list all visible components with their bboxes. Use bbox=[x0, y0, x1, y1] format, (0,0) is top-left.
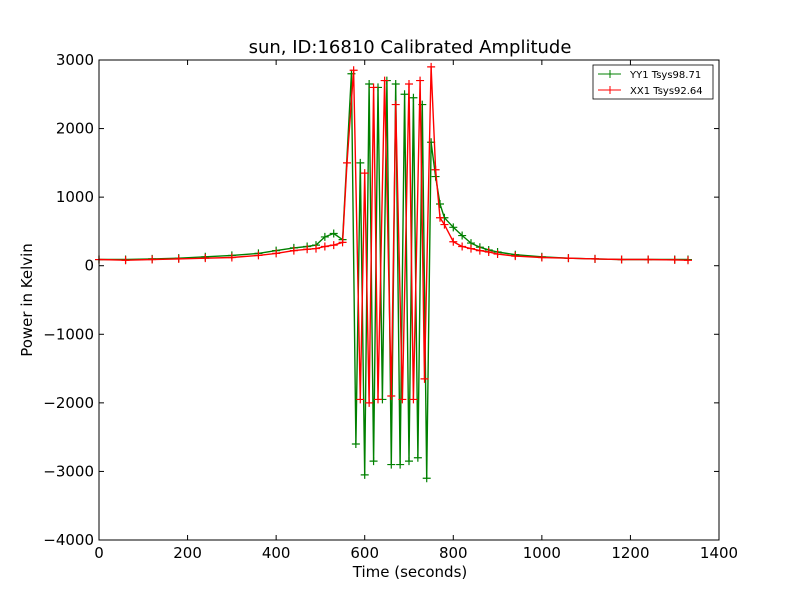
data-point-xx1 bbox=[369, 83, 378, 92]
data-point-xx1 bbox=[644, 255, 653, 264]
y-tick-label: 3000 bbox=[56, 51, 94, 69]
data-point-xx1 bbox=[475, 246, 484, 255]
data-point-xx1 bbox=[148, 255, 157, 264]
data-point-yy1 bbox=[329, 229, 338, 238]
data-point-xx1 bbox=[329, 241, 338, 250]
data-point-xx1 bbox=[387, 392, 396, 400]
data-point-xx1 bbox=[564, 254, 573, 263]
data-point-yy1 bbox=[360, 470, 369, 479]
x-tick-label: 400 bbox=[262, 544, 291, 562]
data-point-xx1 bbox=[254, 251, 263, 260]
y-tick-label: 0 bbox=[84, 257, 94, 275]
data-point-xx1 bbox=[174, 254, 183, 263]
data-point-xx1 bbox=[436, 213, 444, 222]
data-point-yy1 bbox=[405, 457, 413, 466]
data-point-xx1 bbox=[338, 238, 347, 247]
data-point-xx1 bbox=[617, 255, 626, 264]
y-tick-label: −1000 bbox=[43, 325, 94, 343]
data-point-xx1 bbox=[349, 66, 358, 75]
x-tick-label: 1200 bbox=[611, 544, 649, 562]
series-xx1 bbox=[95, 62, 692, 407]
x-tick-label: 600 bbox=[350, 544, 379, 562]
data-point-xx1 bbox=[320, 242, 329, 251]
data-point-xx1 bbox=[289, 246, 298, 255]
x-tick-label: 1000 bbox=[523, 544, 561, 562]
data-point-yy1 bbox=[422, 474, 431, 483]
data-point-xx1 bbox=[409, 395, 418, 404]
legend-label-xx1: XX1 Tsys92.64 bbox=[630, 86, 703, 97]
data-point-xx1 bbox=[343, 158, 351, 167]
data-point-yy1 bbox=[356, 158, 365, 167]
legend: YY1 Tsys98.71 XX1 Tsys92.64 bbox=[592, 64, 714, 100]
y-axis-label: Power in Kelvin bbox=[18, 243, 36, 357]
data-point-yy1 bbox=[396, 460, 405, 469]
x-tick-label: 0 bbox=[94, 544, 104, 562]
data-point-yy1 bbox=[369, 457, 378, 466]
chart-title: sun, ID:16810 Calibrated Amplitude bbox=[249, 37, 572, 58]
data-point-xx1 bbox=[303, 245, 312, 254]
data-point-xx1 bbox=[391, 100, 400, 109]
legend-box bbox=[592, 64, 714, 100]
data-point-xx1 bbox=[121, 256, 130, 265]
plot-frame bbox=[98, 59, 720, 541]
data-point-xx1 bbox=[670, 255, 679, 264]
y-tick-label: 2000 bbox=[56, 120, 94, 138]
data-point-xx1 bbox=[684, 256, 692, 265]
data-point-xx1 bbox=[201, 254, 210, 263]
data-point-xx1 bbox=[511, 252, 520, 261]
data-point-xx1 bbox=[484, 248, 493, 256]
data-point-xx1 bbox=[380, 76, 389, 85]
data-point-yy1 bbox=[409, 93, 418, 102]
y-tick-label: 1000 bbox=[56, 188, 94, 206]
data-point-xx1 bbox=[493, 250, 502, 259]
data-point-yy1 bbox=[400, 90, 409, 99]
data-point-yy1 bbox=[391, 80, 400, 88]
data-point-yy1 bbox=[413, 453, 422, 462]
y-tick-label: −4000 bbox=[43, 531, 94, 549]
data-point-xx1 bbox=[398, 395, 407, 404]
data-point-xx1 bbox=[272, 249, 281, 258]
x-axis-label: Time (seconds) bbox=[352, 563, 468, 581]
legend-label-yy1: YY1 Tsys98.71 bbox=[629, 70, 701, 81]
data-point-xx1 bbox=[405, 80, 413, 88]
data-point-xx1 bbox=[591, 254, 599, 263]
series-layer bbox=[95, 62, 692, 483]
data-point-yy1 bbox=[351, 440, 360, 448]
y-tick-label: −3000 bbox=[43, 462, 94, 480]
data-point-xx1 bbox=[458, 242, 467, 251]
y-tick-label: −2000 bbox=[43, 394, 94, 412]
data-point-yy1 bbox=[436, 200, 444, 208]
data-point-xx1 bbox=[416, 76, 425, 85]
data-point-xx1 bbox=[365, 398, 374, 407]
data-point-xx1 bbox=[467, 244, 475, 253]
data-point-yy1 bbox=[387, 460, 396, 469]
data-point-xx1 bbox=[431, 165, 440, 174]
data-point-xx1 bbox=[537, 253, 546, 262]
data-point-xx1 bbox=[356, 395, 365, 404]
data-point-xx1 bbox=[449, 237, 458, 246]
data-point-yy1 bbox=[365, 80, 374, 88]
data-point-xx1 bbox=[227, 253, 236, 262]
legend-marker-yy1 bbox=[606, 70, 614, 78]
data-point-yy1 bbox=[458, 231, 467, 240]
data-point-xx1 bbox=[420, 374, 429, 383]
data-point-xx1 bbox=[360, 169, 369, 178]
data-point-yy1 bbox=[449, 223, 458, 232]
ticks-layer: 0 200 400 600 800 1000 1200 1400 −4000 −3000 −2000… bbox=[43, 51, 738, 562]
data-point-yy1 bbox=[320, 232, 329, 241]
x-tick-label: 800 bbox=[439, 544, 468, 562]
data-point-xx1 bbox=[374, 395, 382, 404]
data-point-xx1 bbox=[312, 244, 320, 253]
legend-marker-xx1 bbox=[606, 86, 614, 94]
x-tick-label: 200 bbox=[173, 544, 202, 562]
data-point-xx1 bbox=[427, 62, 436, 71]
x-tick-label: 1400 bbox=[700, 544, 738, 562]
data-point-xx1 bbox=[440, 220, 449, 229]
